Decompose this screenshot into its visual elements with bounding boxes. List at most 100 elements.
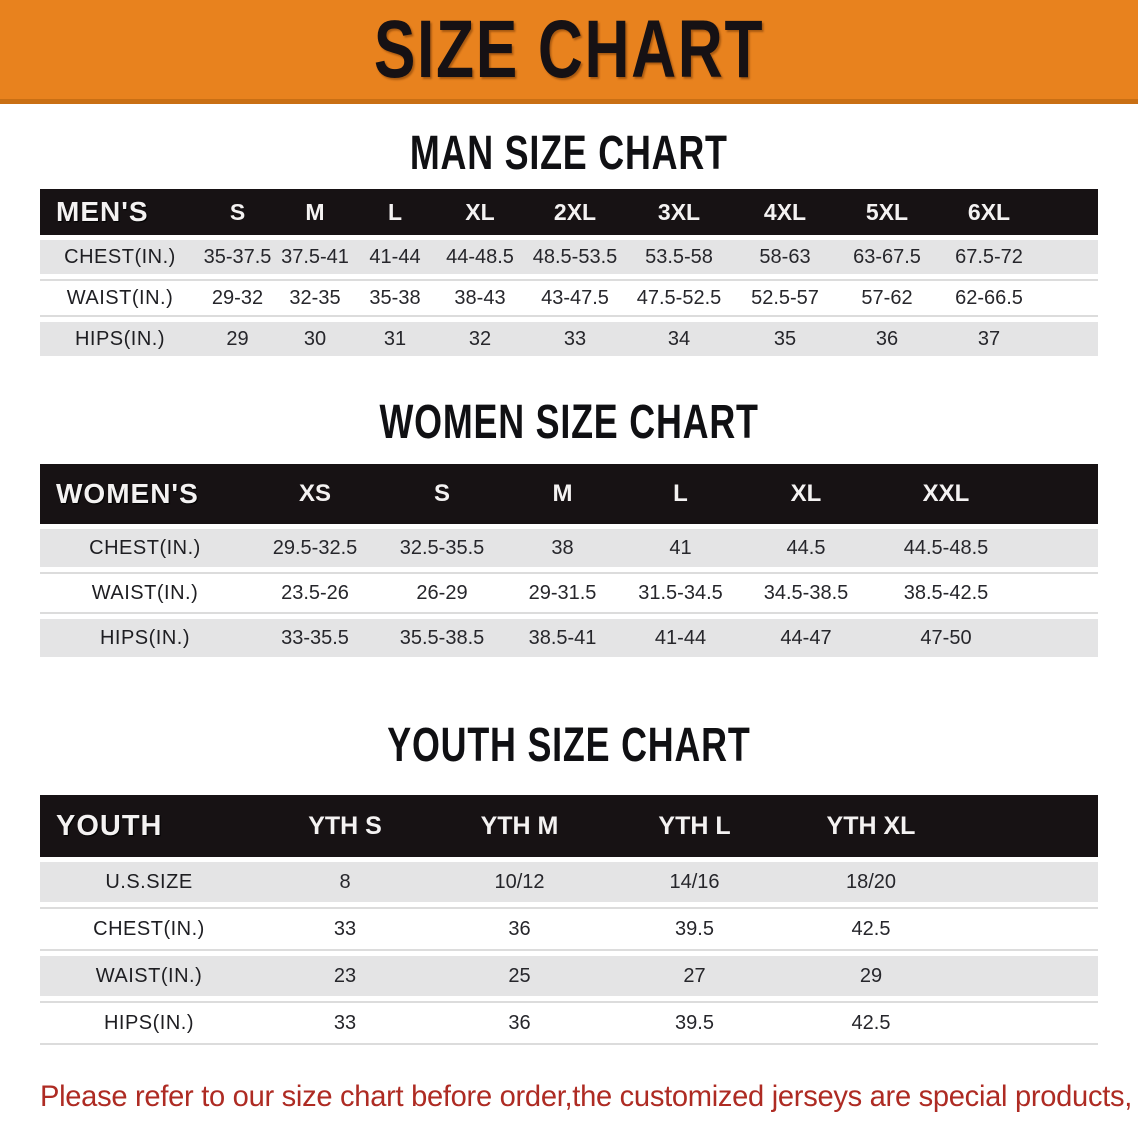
value-cell: 38.5-41 (504, 619, 621, 657)
value-cell: 33-35.5 (250, 619, 380, 657)
spacer-cell (960, 862, 1098, 902)
value-cell: 39.5 (607, 1001, 782, 1045)
value-cell: 35.5-38.5 (380, 619, 504, 657)
man-size-cell: XL (435, 189, 525, 235)
value-cell: 18/20 (782, 862, 960, 902)
row-label: HIPS(IN.) (40, 322, 200, 356)
value-cell: 36 (837, 322, 937, 356)
spacer-cell (960, 907, 1098, 951)
value-cell: 29 (782, 956, 960, 996)
row-label: CHEST(IN.) (40, 240, 200, 274)
youth-hips-row: HIPS(IN.) 33 36 39.5 42.5 (40, 1001, 1098, 1045)
value-cell: 34.5-38.5 (740, 572, 872, 614)
row-label: CHEST(IN.) (40, 529, 250, 567)
man-hips-row: HIPS(IN.) 29 30 31 32 33 34 35 36 37 (40, 322, 1098, 356)
value-cell: 33 (258, 1001, 432, 1045)
youth-section-title: YOUTH SIZE CHART (0, 717, 1138, 772)
youth-size-cell: YTH XL (782, 795, 960, 857)
women-waist-row: WAIST(IN.) 23.5-26 26-29 29-31.5 31.5-34… (40, 572, 1098, 614)
value-cell: 30 (275, 322, 355, 356)
youth-header-row: YOUTH YTH S YTH M YTH L YTH XL (40, 795, 1098, 857)
youth-ussize-row: U.S.SIZE 8 10/12 14/16 18/20 (40, 862, 1098, 902)
man-size-cell: 2XL (525, 189, 625, 235)
value-cell: 44.5 (740, 529, 872, 567)
value-cell: 67.5-72 (937, 240, 1041, 274)
women-size-cell: L (621, 464, 740, 524)
women-section-title-text: WOMEN SIZE CHART (379, 393, 759, 449)
value-cell: 33 (258, 907, 432, 951)
value-cell: 31.5-34.5 (621, 572, 740, 614)
value-cell: 44.5-48.5 (872, 529, 1020, 567)
youth-waist-row: WAIST(IN.) 23 25 27 29 (40, 956, 1098, 996)
spacer-cell (960, 1001, 1098, 1045)
man-header-label: MEN'S (40, 189, 200, 235)
value-cell: 37 (937, 322, 1041, 356)
spacer-cell (1020, 529, 1098, 567)
value-cell: 32 (435, 322, 525, 356)
women-size-cell: S (380, 464, 504, 524)
man-chest-row: CHEST(IN.) 35-37.5 37.5-41 41-44 44-48.5… (40, 240, 1098, 274)
women-size-cell: XXL (872, 464, 1020, 524)
value-cell: 42.5 (782, 1001, 960, 1045)
value-cell: 41-44 (621, 619, 740, 657)
youth-size-cell: YTH M (432, 795, 607, 857)
women-chest-row: CHEST(IN.) 29.5-32.5 32.5-35.5 38 41 44.… (40, 529, 1098, 567)
spacer-cell (1020, 464, 1098, 524)
man-size-cell: L (355, 189, 435, 235)
youth-size-cell: YTH L (607, 795, 782, 857)
value-cell: 26-29 (380, 572, 504, 614)
spacer-cell (1020, 572, 1098, 614)
man-size-cell: 6XL (937, 189, 1041, 235)
spacer-cell (960, 956, 1098, 996)
value-cell: 58-63 (733, 240, 837, 274)
value-cell: 23.5-26 (250, 572, 380, 614)
spacer-cell (960, 795, 1098, 857)
banner: SIZE CHART (0, 0, 1138, 104)
row-label: WAIST(IN.) (40, 572, 250, 614)
value-cell: 44-47 (740, 619, 872, 657)
value-cell: 29-32 (200, 279, 275, 317)
man-size-cell: S (200, 189, 275, 235)
man-size-cell: M (275, 189, 355, 235)
value-cell: 35-37.5 (200, 240, 275, 274)
disclaimer-line-1: Please refer to our size chart before or… (40, 1080, 1133, 1113)
youth-chest-row: CHEST(IN.) 33 36 39.5 42.5 (40, 907, 1098, 951)
value-cell: 35-38 (355, 279, 435, 317)
value-cell: 23 (258, 956, 432, 996)
value-cell: 48.5-53.5 (525, 240, 625, 274)
disclaimer: Please refer to our size chart before or… (40, 1072, 1138, 1132)
row-label: HIPS(IN.) (40, 1001, 258, 1045)
banner-title: SIZE CHART (373, 3, 765, 96)
value-cell: 38.5-42.5 (872, 572, 1020, 614)
youth-size-cell: YTH S (258, 795, 432, 857)
value-cell: 29.5-32.5 (250, 529, 380, 567)
value-cell: 62-66.5 (937, 279, 1041, 317)
women-header-label: WOMEN'S (40, 464, 250, 524)
spacer-cell (1020, 619, 1098, 657)
row-label: U.S.SIZE (40, 862, 258, 902)
value-cell: 27 (607, 956, 782, 996)
women-hips-row: HIPS(IN.) 33-35.5 35.5-38.5 38.5-41 41-4… (40, 619, 1098, 657)
value-cell: 29-31.5 (504, 572, 621, 614)
value-cell: 10/12 (432, 862, 607, 902)
man-section-title-text: MAN SIZE CHART (410, 124, 728, 180)
spacer-cell (1041, 279, 1098, 317)
value-cell: 38 (504, 529, 621, 567)
value-cell: 63-67.5 (837, 240, 937, 274)
value-cell: 35 (733, 322, 837, 356)
value-cell: 41-44 (355, 240, 435, 274)
man-size-table: MEN'S S M L XL 2XL 3XL 4XL 5XL 6XL CHEST… (40, 184, 1098, 361)
man-section-title: MAN SIZE CHART (0, 124, 1138, 180)
spacer-cell (1041, 189, 1098, 235)
value-cell: 53.5-58 (625, 240, 733, 274)
value-cell: 32-35 (275, 279, 355, 317)
women-size-table: WOMEN'S XS S M L XL XXL CHEST(IN.) 29.5-… (40, 459, 1098, 662)
value-cell: 29 (200, 322, 275, 356)
spacer-cell (1041, 322, 1098, 356)
value-cell: 31 (355, 322, 435, 356)
value-cell: 34 (625, 322, 733, 356)
value-cell: 39.5 (607, 907, 782, 951)
value-cell: 38-43 (435, 279, 525, 317)
row-label: WAIST(IN.) (40, 956, 258, 996)
women-size-cell: M (504, 464, 621, 524)
